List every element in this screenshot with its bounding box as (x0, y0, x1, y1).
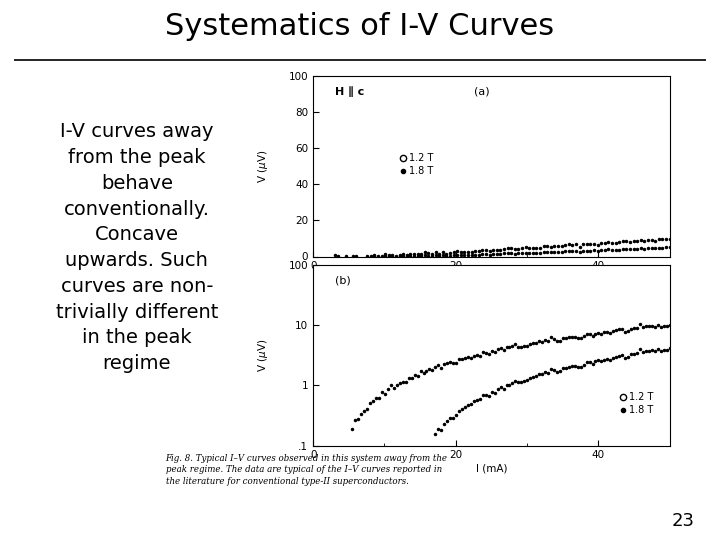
Text: Systematics of I-V Curves: Systematics of I-V Curves (166, 12, 554, 40)
Y-axis label: V ($\mu$V): V ($\mu$V) (256, 339, 271, 372)
Legend: 1.2 T, 1.8 T: 1.2 T, 1.8 T (397, 149, 437, 180)
Text: (a): (a) (474, 86, 489, 97)
Y-axis label: V ($\mu$V): V ($\mu$V) (256, 150, 271, 183)
X-axis label: I (mA): I (mA) (476, 463, 507, 473)
Text: H ∥ c: H ∥ c (335, 86, 364, 97)
Text: 23: 23 (672, 512, 695, 530)
X-axis label: I (mA): I (mA) (476, 274, 507, 284)
Text: Fig. 8. Typical I–V curves observed in this system away from the
peak regime. Th: Fig. 8. Typical I–V curves observed in t… (166, 454, 448, 485)
Legend: 1.2 T, 1.8 T: 1.2 T, 1.8 T (617, 388, 657, 419)
Text: (b): (b) (335, 275, 351, 286)
Text: I-V curves away
from the peak
behave
conventionally.
Concave
upwards. Such
curve: I-V curves away from the peak behave con… (55, 122, 218, 373)
